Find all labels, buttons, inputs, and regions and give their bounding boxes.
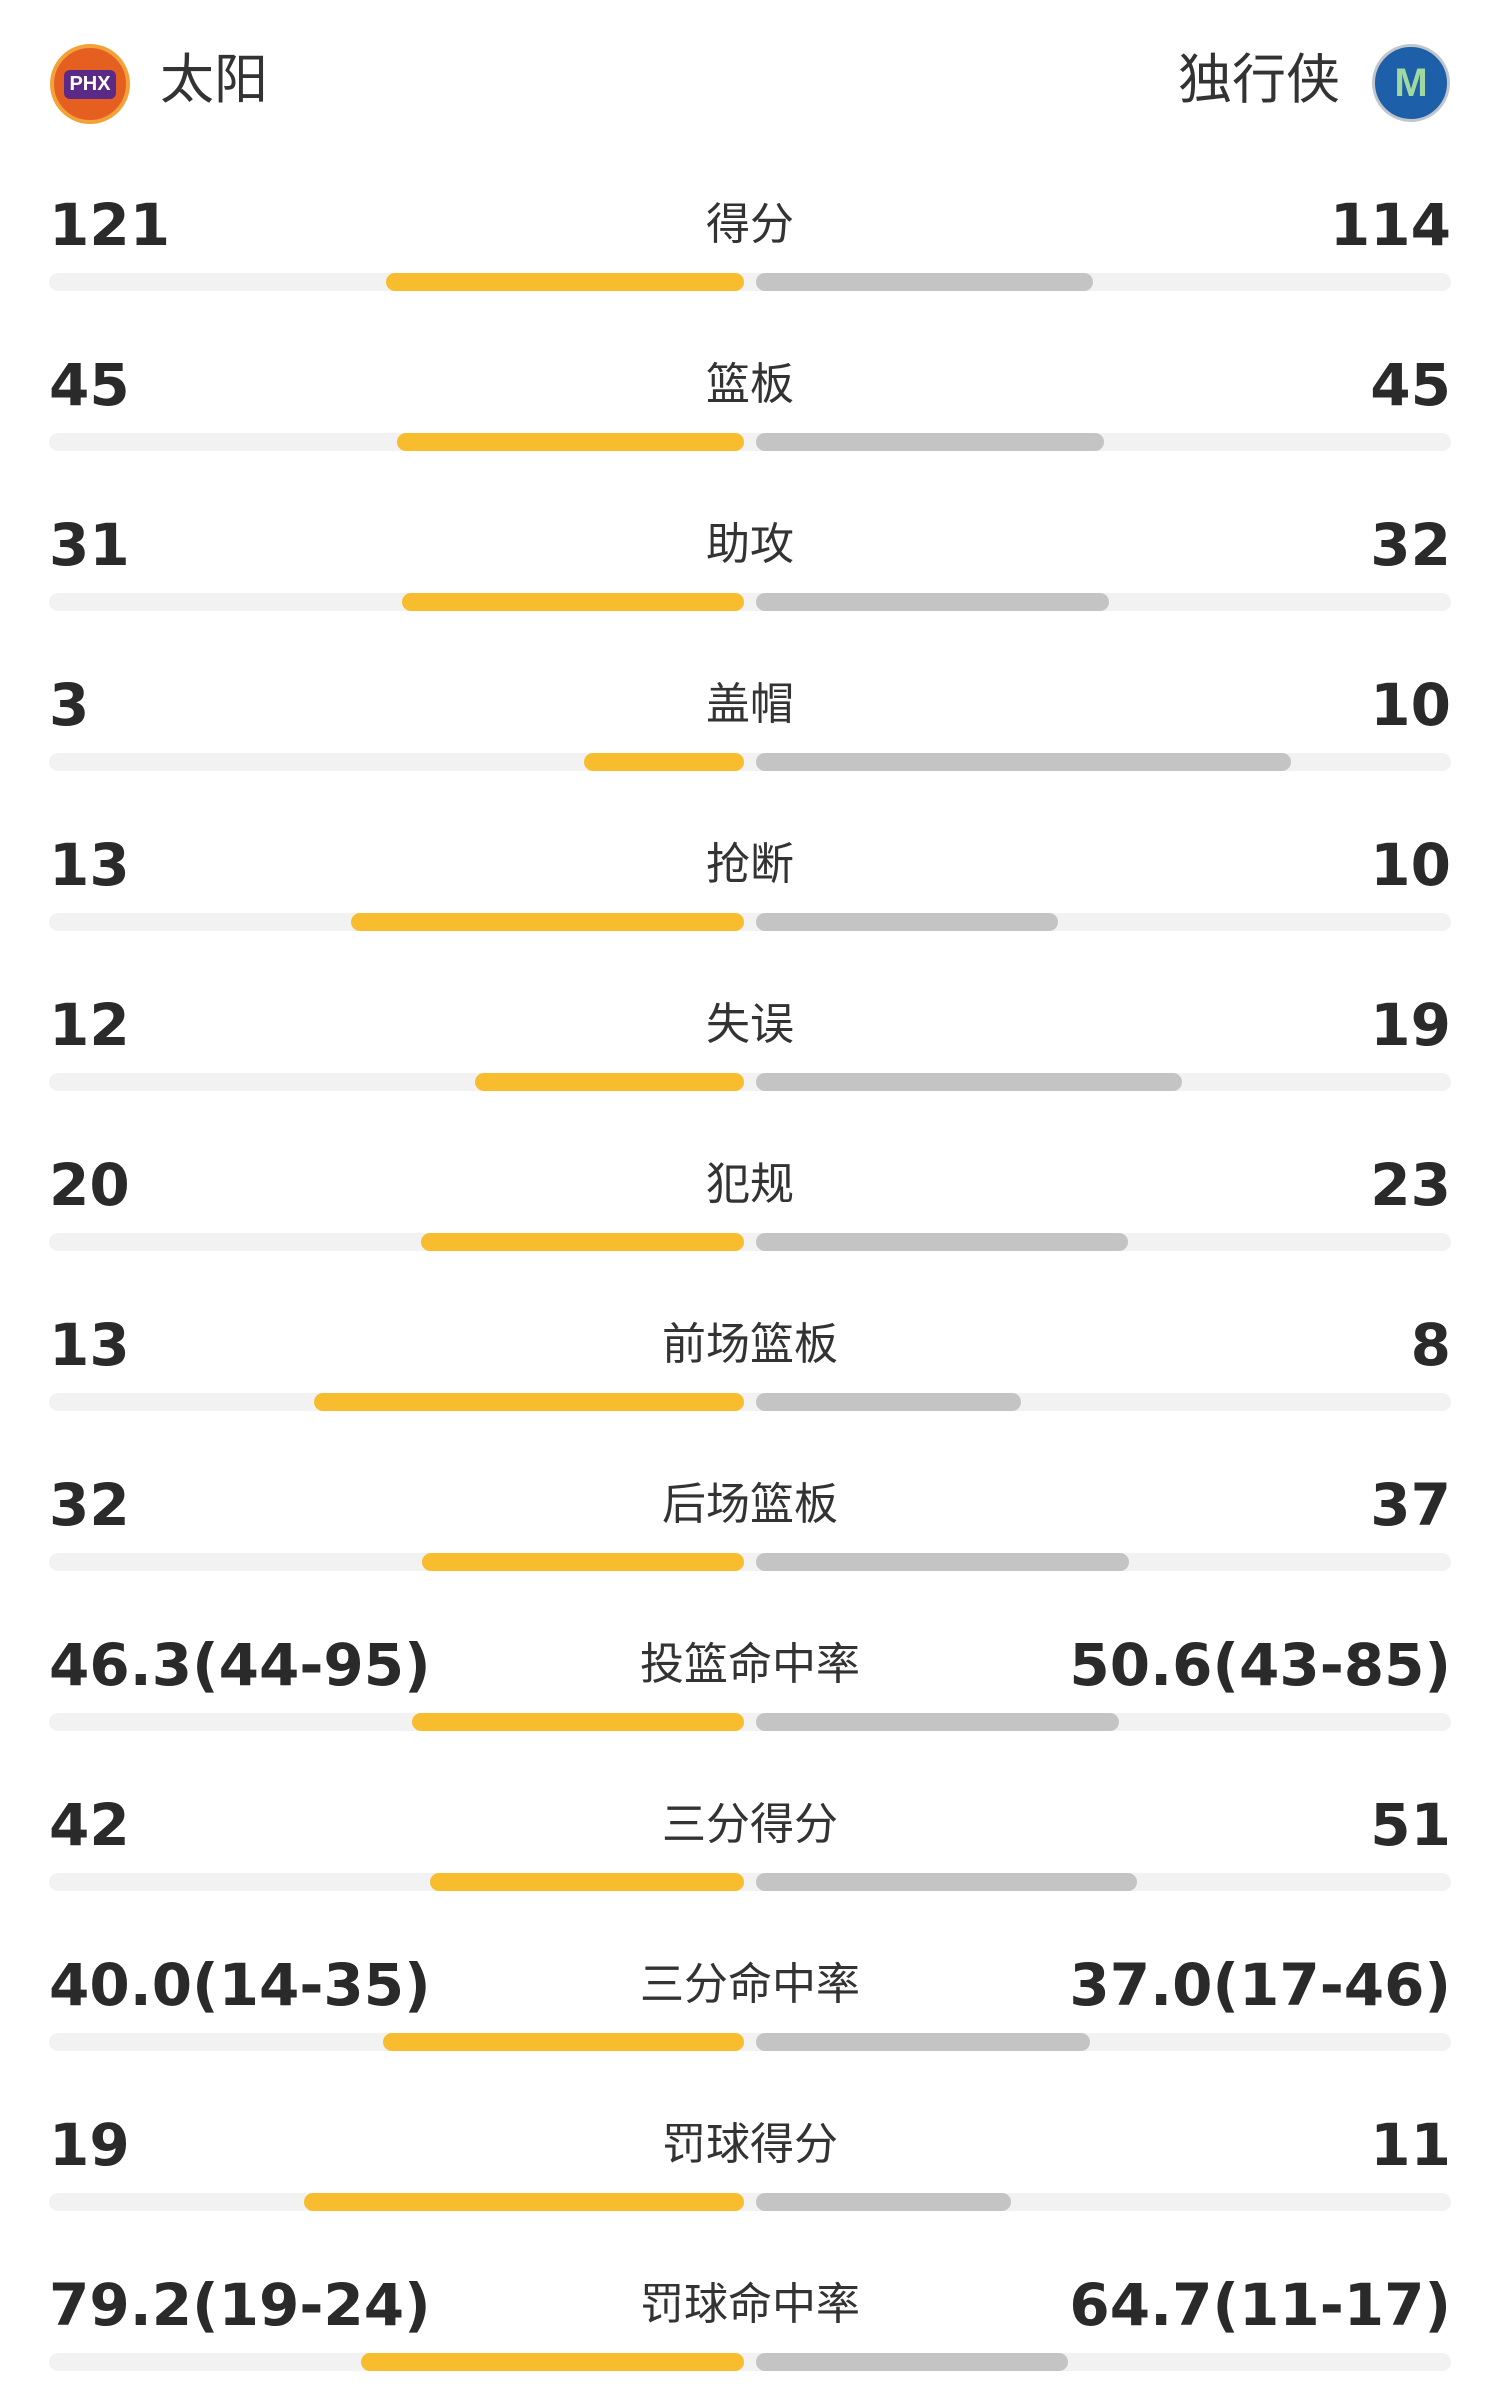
away-bar (756, 1873, 1138, 1891)
left-value: 32 (49, 1471, 130, 1539)
right-value: 32 (1370, 511, 1451, 579)
home-bar (313, 1393, 744, 1411)
left-value: 13 (49, 1311, 130, 1379)
left-value: 19 (49, 2111, 130, 2179)
stat-label: 得分 (706, 199, 794, 250)
bar-track (49, 273, 1451, 291)
right-value: 23 (1370, 1151, 1451, 1219)
stat-label: 犯规 (706, 1159, 794, 1210)
home-logo: PHX (50, 44, 130, 124)
home-logo-text: PHX (64, 69, 116, 99)
home-bar (351, 913, 744, 931)
away-bar (756, 2353, 1069, 2371)
away-bar (756, 2193, 1011, 2211)
stat-label: 罚球得分 (662, 2119, 838, 2170)
stat-label: 助攻 (706, 519, 794, 570)
left-value: 79.2(19-24) (49, 2271, 431, 2339)
home-bar (583, 753, 744, 771)
away-bar (756, 273, 1094, 291)
home-bar (474, 1073, 744, 1091)
bar-track (49, 1553, 1451, 1571)
stat-label: 盖帽 (706, 679, 794, 730)
right-value: 10 (1370, 831, 1451, 899)
right-value: 10 (1370, 671, 1451, 739)
stat-label: 三分得分 (662, 1799, 838, 1850)
stat-label: 罚球命中率 (640, 2279, 860, 2330)
right-value: 19 (1370, 991, 1451, 1059)
right-value: 114 (1329, 191, 1451, 259)
away-bar (756, 1713, 1119, 1731)
right-value: 45 (1370, 351, 1451, 419)
home-name: 太阳 (160, 48, 268, 111)
left-value: 3 (49, 671, 90, 739)
home-bar (382, 2033, 744, 2051)
right-value: 51 (1370, 1791, 1451, 1859)
away-bar (756, 1393, 1021, 1411)
home-bar (361, 2353, 744, 2371)
bar-track (49, 2193, 1451, 2211)
away-bar (756, 433, 1104, 451)
home-bar (420, 1233, 744, 1251)
bar-track (49, 1393, 1451, 1411)
home-bar (396, 433, 744, 451)
away-bar (756, 2033, 1090, 2051)
right-value: 50.6(43-85) (1069, 1631, 1451, 1699)
left-value: 13 (49, 831, 130, 899)
home-bar (411, 1713, 744, 1731)
left-value: 42 (49, 1791, 130, 1859)
bar-track (49, 433, 1451, 451)
stat-label: 前场篮板 (662, 1319, 838, 1370)
stat-label: 三分命中率 (640, 1959, 860, 2010)
away-bar (756, 1233, 1128, 1251)
left-value: 31 (49, 511, 130, 579)
right-value: 8 (1410, 1311, 1451, 1379)
right-value: 37.0(17-46) (1069, 1951, 1451, 2019)
bar-track (49, 1713, 1451, 1731)
home-bar (421, 1553, 744, 1571)
left-value: 121 (49, 191, 171, 259)
away-bar (756, 1073, 1182, 1091)
bar-track (49, 1873, 1451, 1891)
away-bar (756, 753, 1291, 771)
stat-label: 抢断 (706, 839, 794, 890)
bar-track (49, 1073, 1451, 1091)
away-logo: M (1372, 44, 1450, 122)
bar-track (49, 913, 1451, 931)
right-value: 37 (1370, 1471, 1451, 1539)
left-value: 45 (49, 351, 130, 419)
stat-label: 失误 (706, 999, 794, 1050)
away-bar (756, 1553, 1129, 1571)
bar-track (49, 2033, 1451, 2051)
bar-track (49, 593, 1451, 611)
left-value: 20 (49, 1151, 130, 1219)
bar-track (49, 1233, 1451, 1251)
home-bar (402, 593, 744, 611)
away-bar (756, 593, 1110, 611)
bar-track (49, 2353, 1451, 2371)
away-bar (756, 913, 1059, 931)
home-bar (430, 1873, 744, 1891)
left-value: 12 (49, 991, 130, 1059)
right-value: 64.7(11-17) (1069, 2271, 1451, 2339)
home-bar (386, 273, 744, 291)
stat-label: 投篮命中率 (640, 1639, 860, 1690)
home-bar (303, 2193, 744, 2211)
stat-label: 后场篮板 (662, 1479, 838, 1530)
stat-label: 篮板 (706, 359, 794, 410)
left-value: 40.0(14-35) (49, 1951, 431, 2019)
right-value: 11 (1370, 2111, 1451, 2179)
away-name: 独行侠 (1178, 48, 1340, 111)
left-value: 46.3(44-95) (49, 1631, 431, 1699)
